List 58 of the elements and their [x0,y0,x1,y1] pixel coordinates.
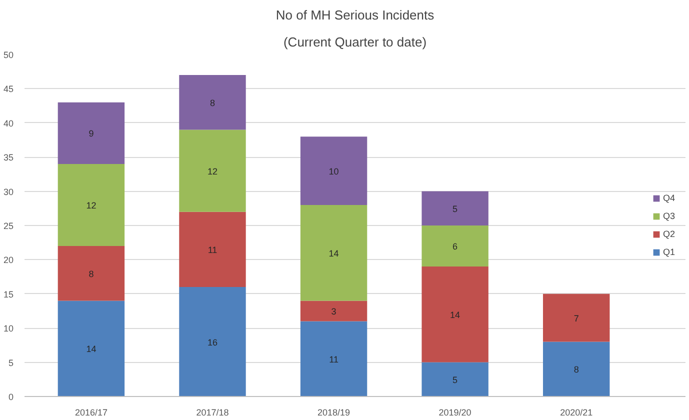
bar [300,321,368,396]
data-label: 14 [328,248,339,258]
bar [300,136,368,205]
bar [58,300,125,396]
y-tick-label: 15 [3,289,14,300]
data-label: 8 [88,268,94,279]
data-label: 5 [452,204,458,214]
x-tick-label: 2020/21 [560,408,593,418]
bar [179,75,246,130]
bar [179,130,246,212]
data-label: 12 [86,200,96,210]
data-label: 11 [329,354,338,364]
data-label: 10 [328,166,339,176]
data-label: 7 [574,313,579,324]
x-tick-label: 2017/18 [196,408,229,418]
y-tick-label: 20 [3,255,14,266]
bar [179,212,246,288]
y-tick-label: 45 [3,84,14,94]
bar [422,191,488,226]
chart-subtitle: (Current Quarter to date) [283,34,427,50]
bar [58,102,125,164]
y-tick-label: 40 [3,118,14,128]
data-label: 8 [210,98,216,108]
bar [422,362,488,396]
x-tick-label: 2018/19 [318,408,350,418]
data-label: 3 [331,306,336,316]
bar [300,204,368,301]
data-label: 6 [452,242,458,252]
bar [300,300,368,322]
y-tick-label: 25 [3,221,14,231]
data-label: 14 [450,310,460,320]
y-tick-label: 0 [8,392,14,402]
bar [422,226,488,267]
bar [542,294,610,342]
chart-title: No of MH Serious Incidents [276,8,435,22]
legend-label: Q1 [663,247,676,257]
data-label: 16 [207,337,218,348]
y-tick-label: 10 [3,324,14,334]
data-label: 8 [574,364,579,375]
y-tick-label: 30 [3,186,14,197]
y-tick-label: 50 [3,50,14,60]
data-label: 9 [88,128,94,139]
data-label: 5 [452,374,458,385]
data-label: 12 [207,166,218,176]
data-label: 14 [86,344,96,354]
data-label: 11 [208,244,218,255]
x-tick-label: 2019/20 [438,408,472,418]
y-tick-label: 35 [3,152,14,163]
bar [179,287,246,396]
legend-label: Q2 [663,229,676,239]
x-tick-label: 2016/17 [74,408,108,418]
legend-label: Q4 [663,193,676,203]
bar [542,342,610,396]
bar [58,246,125,301]
bar [58,164,125,246]
bar [422,266,488,362]
legend-label: Q3 [663,211,676,221]
y-tick-label: 5 [8,358,14,368]
